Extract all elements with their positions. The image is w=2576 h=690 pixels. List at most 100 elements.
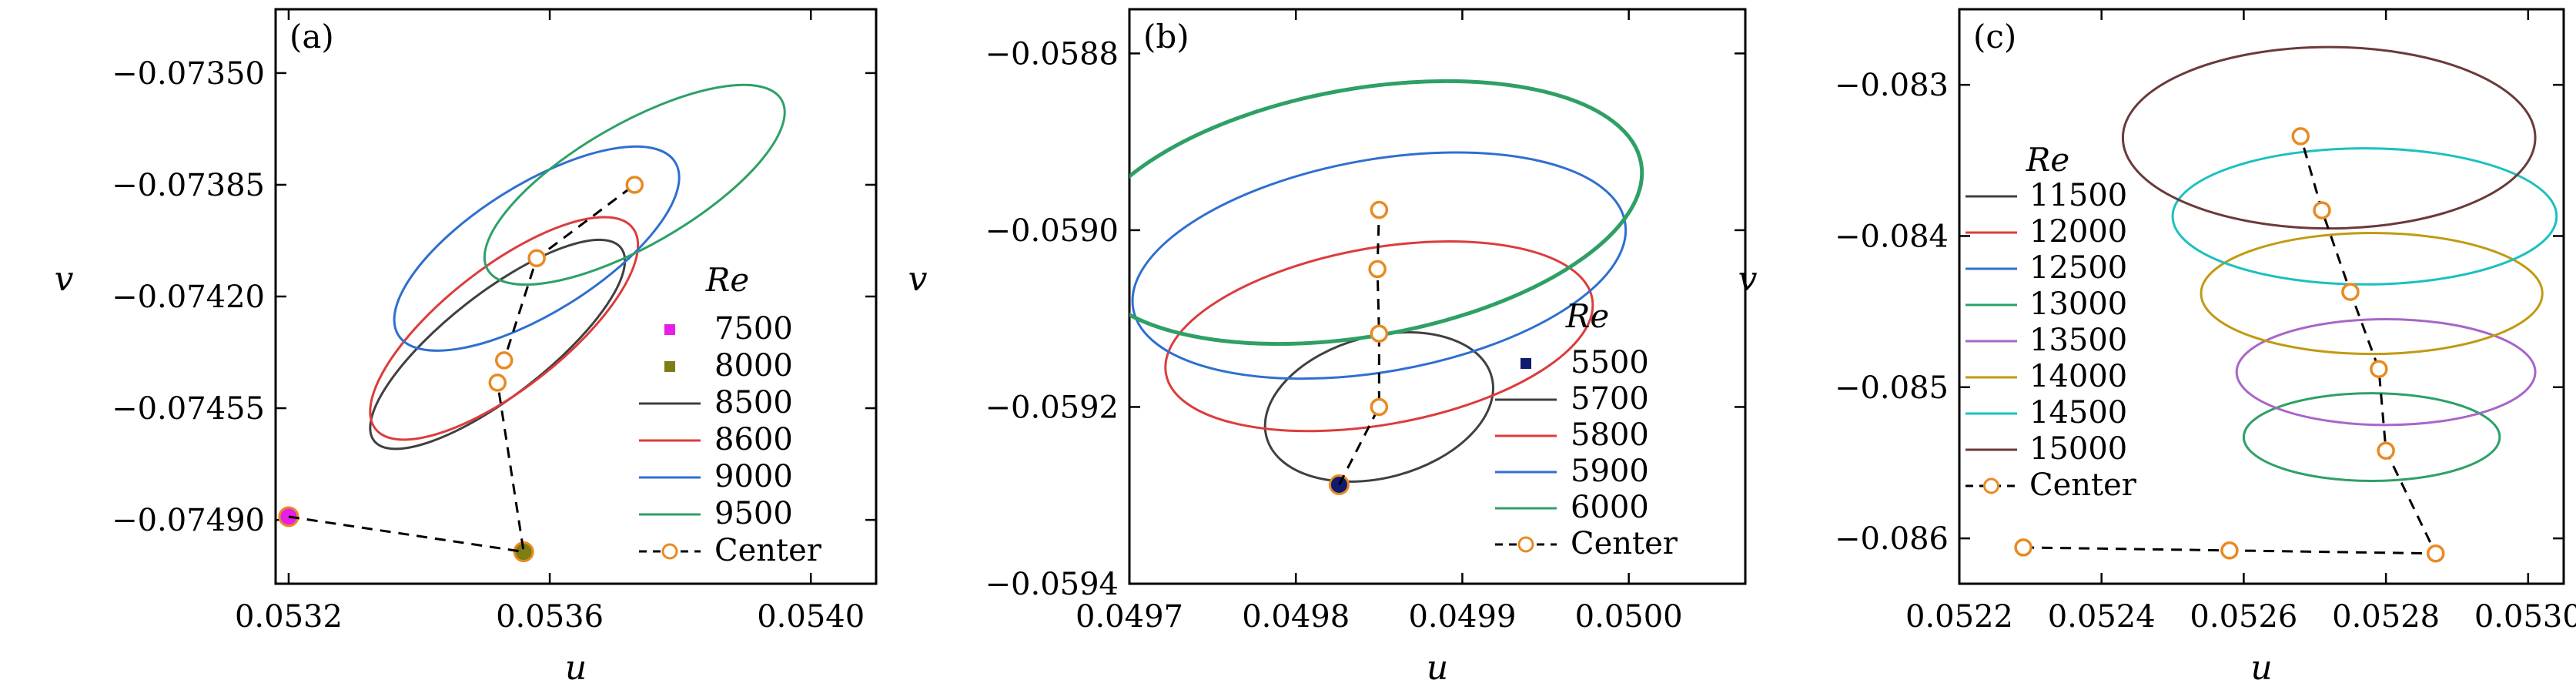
legend-entry-5900: 5900 bbox=[1571, 454, 1649, 489]
legend-marker bbox=[664, 361, 675, 372]
x-tick-label: 0.0522 bbox=[1905, 599, 2013, 635]
y-tick-label: −0.07455 bbox=[112, 391, 265, 427]
legend-marker bbox=[1521, 358, 1531, 369]
legend-entry-13500: 13500 bbox=[2029, 323, 2127, 358]
y-axis-title: v bbox=[908, 260, 928, 299]
x-tick-label: 0.0498 bbox=[1242, 599, 1350, 635]
legend-center-marker bbox=[661, 543, 678, 560]
legend-entry-center: Center bbox=[2029, 467, 2137, 503]
center-point bbox=[2377, 441, 2395, 460]
y-tick-label: −0.086 bbox=[1835, 521, 1949, 557]
center-point bbox=[1368, 260, 1387, 279]
center-point bbox=[2370, 360, 2388, 378]
legend-entry-8000: 8000 bbox=[714, 348, 793, 384]
panel-label: (c) bbox=[1973, 18, 2016, 55]
center-point bbox=[2313, 201, 2331, 219]
cycle-re-14000 bbox=[2200, 232, 2544, 356]
cycle-re-14500 bbox=[2171, 147, 2558, 286]
center-point bbox=[625, 176, 644, 194]
legend-marker bbox=[664, 324, 675, 335]
panel-label: (b) bbox=[1143, 18, 1189, 55]
legend-title: Re bbox=[2026, 141, 2069, 179]
legend-entry-15000: 15000 bbox=[2029, 431, 2127, 467]
cycle-re-13000 bbox=[2242, 392, 2501, 483]
center-point bbox=[1370, 324, 1389, 343]
center-point bbox=[488, 373, 507, 392]
center-point bbox=[2014, 538, 2032, 557]
legend-entry-8600: 8600 bbox=[714, 422, 793, 457]
fixed-point-re-8000 bbox=[513, 541, 534, 563]
y-tick-label: −0.0592 bbox=[985, 390, 1119, 425]
x-tick-label: 0.0540 bbox=[757, 599, 865, 635]
y-tick-label: −0.085 bbox=[1835, 370, 1949, 406]
legend-entry-13000: 13000 bbox=[2029, 286, 2127, 322]
cycle-re-8500 bbox=[369, 238, 627, 451]
y-axis-title: v bbox=[1738, 260, 1758, 299]
legend-title: Re bbox=[1565, 297, 1609, 335]
y-tick-label: −0.0590 bbox=[985, 213, 1119, 249]
legend-entry-14000: 14000 bbox=[2029, 359, 2127, 394]
plot-area bbox=[1129, 79, 1644, 495]
x-tick-label: 0.0530 bbox=[2474, 599, 2576, 635]
legend-entry-center: Center bbox=[1571, 526, 1678, 561]
panel-label: (a) bbox=[289, 18, 334, 55]
center-point bbox=[527, 249, 546, 268]
cycle-re-9500 bbox=[483, 83, 786, 286]
x-tick-label: 0.0528 bbox=[2332, 599, 2440, 635]
legend-entry-14500: 14500 bbox=[2029, 395, 2127, 430]
y-tick-label: −0.084 bbox=[1835, 219, 1949, 254]
plot-frame bbox=[1128, 8, 1747, 585]
center-path bbox=[1338, 209, 1380, 486]
y-tick-label: −0.0588 bbox=[985, 36, 1119, 72]
y-tick-label: −0.07490 bbox=[112, 503, 265, 538]
legend-entry-12500: 12500 bbox=[2029, 250, 2127, 286]
y-tick-label: −0.07350 bbox=[112, 56, 265, 92]
legend-entry-7500: 7500 bbox=[714, 311, 793, 347]
y-tick-label: −0.07385 bbox=[112, 168, 265, 203]
plot-area bbox=[2014, 45, 2558, 563]
x-axis-title: u bbox=[2250, 648, 2272, 688]
panel-b: 0.0497 0.0498 0.0499 0.0500 −0.0588 −0.0590 −0… bbox=[908, 8, 1747, 688]
x-axis-title: u bbox=[565, 648, 587, 688]
cycle-re-8600 bbox=[369, 216, 640, 441]
center-path bbox=[288, 183, 636, 554]
x-tick-label: 0.0536 bbox=[496, 599, 604, 635]
x-tick-label: 0.0497 bbox=[1076, 599, 1183, 635]
legend-entry-5700: 5700 bbox=[1571, 381, 1649, 417]
x-tick-label: 0.0524 bbox=[2048, 599, 2156, 635]
cycle-re-13500 bbox=[2235, 317, 2537, 427]
center-point bbox=[2341, 283, 2360, 301]
x-tick-label: 0.0526 bbox=[2190, 599, 2297, 635]
legend-entry-9500: 9500 bbox=[714, 496, 793, 531]
center-path bbox=[2023, 136, 2438, 555]
legend-entry-5800: 5800 bbox=[1571, 417, 1649, 453]
cycle-re-15000 bbox=[2121, 45, 2537, 230]
plot-area bbox=[278, 83, 786, 563]
plot-frame bbox=[1958, 8, 2565, 585]
center-point bbox=[2427, 544, 2445, 563]
cycle-re-5900 bbox=[1131, 151, 1628, 380]
legend-entry-11500: 11500 bbox=[2029, 178, 2127, 213]
legend-entry-9000: 9000 bbox=[714, 459, 793, 494]
center-point bbox=[1370, 200, 1389, 219]
x-tick-label: 0.0499 bbox=[1408, 599, 1516, 635]
center-point bbox=[494, 351, 514, 370]
center-point bbox=[2220, 541, 2239, 560]
legend-title: Re bbox=[705, 261, 749, 299]
legend-entry-5500: 5500 bbox=[1571, 345, 1649, 380]
legend-center-marker bbox=[1517, 536, 1534, 553]
panel-c: 0.0522 0.0524 0.0526 0.0528 0.0530 −0.083 −0.0… bbox=[1738, 8, 2576, 688]
y-tick-label: −0.07420 bbox=[112, 280, 265, 315]
legend-center-marker bbox=[1983, 477, 1999, 494]
cycle-re-5800 bbox=[1164, 240, 1594, 433]
center-point bbox=[2291, 127, 2310, 146]
legend-entry-12000: 12000 bbox=[2029, 214, 2127, 250]
cycle-re-9000 bbox=[393, 145, 681, 352]
x-tick-label: 0.0500 bbox=[1575, 599, 1683, 635]
legend-entry-center: Center bbox=[714, 533, 822, 568]
center-point bbox=[1370, 397, 1389, 417]
panel-a: 0.0532 0.0536 0.0540 −0.07350 −0.07385 −0.074… bbox=[55, 8, 878, 688]
